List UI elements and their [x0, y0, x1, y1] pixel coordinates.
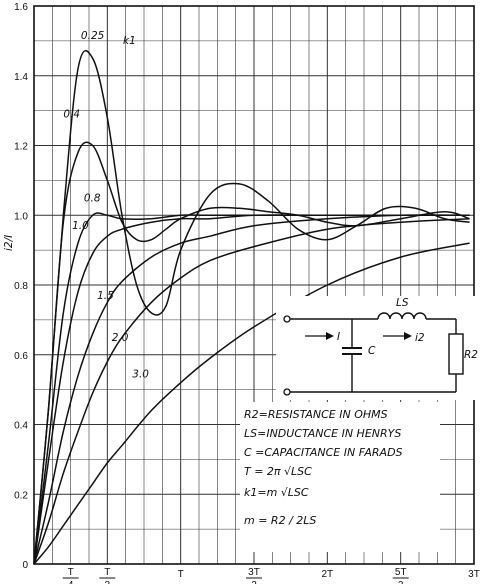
- series-label-0-25: 0.25: [81, 30, 105, 42]
- legend-line-5: k1=m √LSC: [244, 486, 309, 499]
- x-tick-label: 3T: [468, 569, 480, 580]
- y-tick-label: 1.0: [14, 211, 28, 222]
- circuit-label-R2: R2: [464, 349, 478, 361]
- terminal-bottom: [283, 388, 291, 396]
- terminal-top: [283, 315, 291, 323]
- y-tick-label: 1.6: [14, 2, 28, 13]
- y-tick-label: 0.2: [14, 490, 28, 501]
- series-labels: 0.25 0.4 0.8 1.0 1.5 2.0 3.0: [63, 30, 149, 380]
- series-line-0-25: [33, 49, 470, 565]
- legend-line-6: m = R2 / 2LS: [244, 514, 316, 527]
- series-line-0-4: [33, 141, 470, 565]
- series-label-0-4: 0.4: [63, 109, 80, 121]
- x-tick-numerator: 5T: [395, 567, 407, 578]
- circuit-label-Ls: LS: [396, 297, 409, 309]
- legend-background: [240, 402, 440, 552]
- legend-line-4: T = 2π √LSC: [244, 465, 312, 478]
- series-line-3-0: [33, 242, 470, 565]
- series-line-1-5: [33, 214, 470, 565]
- circuit-label-i2: i2: [415, 332, 425, 344]
- circuit-inset: I C LS i2 R2: [276, 296, 478, 400]
- series-line-1-0: [33, 214, 470, 565]
- arrow-I-head: [326, 332, 334, 340]
- x-tick-label: 2T: [321, 569, 333, 580]
- legend-line-1: R2=RESISTANCE IN OHMS: [244, 408, 388, 421]
- series-label-1-0: 1.0: [72, 220, 89, 232]
- series-line-2-0: [33, 217, 470, 565]
- x-axis-ticks: T4T2T3T22T5T23T: [62, 567, 480, 584]
- circuit-box: [276, 296, 476, 400]
- circuit-label-C: C: [368, 345, 376, 357]
- legend-block: R2=RESISTANCE IN OHMS LS=INDUCTANCE IN H…: [240, 402, 440, 552]
- arrow-i2-head: [404, 332, 412, 340]
- x-tick-numerator: T: [104, 567, 110, 578]
- parameter-label: k1: [123, 35, 136, 47]
- inductor-coil: [377, 312, 427, 320]
- resistor: [448, 333, 464, 375]
- x-tick-denominator: 4: [68, 580, 74, 584]
- x-tick-denominator: 2: [105, 580, 111, 584]
- series-label-0-8: 0.8: [84, 192, 101, 204]
- y-axis-label: i2/I: [3, 235, 15, 251]
- series-label-2-0: 2.0: [112, 332, 129, 344]
- y-axis-ticks: 0 0.2 0.4 0.6 0.8 1.0 1.2 1.4 1.6: [14, 2, 28, 571]
- plot-frame: [33, 5, 475, 565]
- x-tick-denominator: 2: [398, 580, 404, 584]
- x-tick-denominator: 2: [251, 580, 257, 584]
- y-tick-label: 1.2: [14, 142, 28, 153]
- x-tick-numerator: 3T: [248, 567, 260, 578]
- series-label-3-0: 3.0: [132, 368, 149, 380]
- y-tick-label: 1.4: [14, 72, 28, 83]
- y-tick-label: 0.6: [14, 351, 28, 362]
- x-tick-numerator: T: [68, 567, 74, 578]
- legend-line-2: LS=INDUCTANCE IN HENRYS: [244, 427, 401, 440]
- series-label-1-5: 1.5: [97, 290, 114, 302]
- series-layer: [33, 49, 470, 565]
- y-tick-label: 0.4: [14, 421, 28, 432]
- legend-line-3: C =CAPACITANCE IN FARADS: [244, 446, 403, 459]
- y-tick-label: 0: [22, 560, 28, 571]
- x-tick-label: T: [178, 569, 184, 580]
- circuit-label-I: I: [337, 331, 340, 343]
- y-tick-label: 0.8: [14, 281, 28, 292]
